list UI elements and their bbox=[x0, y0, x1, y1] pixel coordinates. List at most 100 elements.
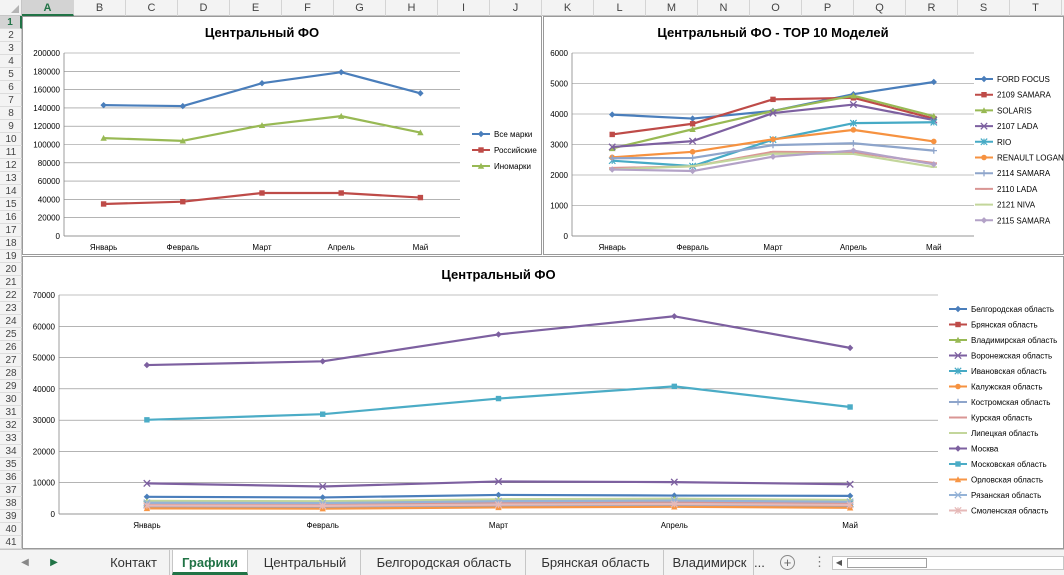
row-header-38[interactable]: 38 bbox=[0, 497, 22, 510]
column-header-p[interactable]: P bbox=[802, 0, 854, 16]
data-point bbox=[338, 190, 344, 196]
legend-entry: Московская область bbox=[949, 460, 1047, 469]
row-header-25[interactable]: 25 bbox=[0, 328, 22, 341]
sheet-tab-3[interactable]: Белгородская область bbox=[363, 550, 526, 575]
grid-area[interactable]: Центральный ФО 0 20000 40000 60000 80000 10000… bbox=[22, 16, 1064, 549]
row-header-29[interactable]: 29 bbox=[0, 380, 22, 393]
row-header-4[interactable]: 4 bbox=[0, 55, 22, 68]
row-header-36[interactable]: 36 bbox=[0, 471, 22, 484]
row-header-24[interactable]: 24 bbox=[0, 315, 22, 328]
sheet-tab-5[interactable]: Владимирск bbox=[666, 550, 754, 575]
data-point bbox=[319, 502, 327, 510]
row-header-20[interactable]: 20 bbox=[0, 263, 22, 276]
vertical-ellipsis-icon[interactable]: ⋮ bbox=[813, 554, 826, 569]
row-header-33[interactable]: 33 bbox=[0, 432, 22, 445]
column-header-j[interactable]: J bbox=[490, 0, 542, 16]
row-header-41[interactable]: 41 bbox=[0, 536, 22, 549]
series-line bbox=[103, 115, 421, 142]
legend-label: 2121 NIVA bbox=[997, 201, 1036, 210]
row-header-19[interactable]: 19 bbox=[0, 250, 22, 263]
row-header-30[interactable]: 30 bbox=[0, 393, 22, 406]
column-header-d[interactable]: D bbox=[178, 0, 230, 16]
row-header-15[interactable]: 15 bbox=[0, 198, 22, 211]
legend-entry: Брянская область bbox=[949, 321, 1038, 330]
more-tabs-indicator[interactable]: ... bbox=[754, 555, 765, 570]
column-header-e[interactable]: E bbox=[230, 0, 282, 16]
data-point bbox=[608, 143, 616, 151]
row-header-31[interactable]: 31 bbox=[0, 406, 22, 419]
sheet-tab-0[interactable]: Контакт bbox=[98, 550, 170, 575]
row-header-8[interactable]: 8 bbox=[0, 107, 22, 120]
horizontal-scrollbar[interactable]: ◀ bbox=[832, 556, 1064, 570]
row-header-14[interactable]: 14 bbox=[0, 185, 22, 198]
row-header-13[interactable]: 13 bbox=[0, 172, 22, 185]
y-tick-label: 0 bbox=[56, 232, 61, 241]
tab-scroll-right-icon[interactable]: ▶ bbox=[50, 557, 58, 568]
row-header-40[interactable]: 40 bbox=[0, 523, 22, 536]
column-header-a[interactable]: A bbox=[22, 0, 74, 16]
sheet-tab-2[interactable]: Центральный bbox=[250, 550, 361, 575]
row-header-11[interactable]: 11 bbox=[0, 146, 22, 159]
row-header-16[interactable]: 16 bbox=[0, 211, 22, 224]
data-point bbox=[100, 101, 107, 109]
column-header-m[interactable]: M bbox=[646, 0, 698, 16]
column-header-q[interactable]: Q bbox=[854, 0, 906, 16]
column-header-t[interactable]: T bbox=[1010, 0, 1062, 16]
legend-marker bbox=[955, 461, 961, 467]
row-header-10[interactable]: 10 bbox=[0, 133, 22, 146]
row-header-21[interactable]: 21 bbox=[0, 276, 22, 289]
data-point bbox=[100, 134, 107, 141]
row-header-12[interactable]: 12 bbox=[0, 159, 22, 172]
y-tick-label: 70000 bbox=[33, 291, 56, 300]
column-header-l[interactable]: L bbox=[594, 0, 646, 16]
plus-circle-icon[interactable]: + bbox=[780, 555, 795, 570]
column-header-o[interactable]: O bbox=[750, 0, 802, 16]
column-header-c[interactable]: C bbox=[126, 0, 178, 16]
data-point bbox=[769, 109, 777, 117]
column-header-g[interactable]: G bbox=[334, 0, 386, 16]
sheet-tab-1[interactable]: Графики bbox=[172, 550, 248, 575]
select-all-corner[interactable] bbox=[0, 0, 22, 16]
row-header-18[interactable]: 18 bbox=[0, 237, 22, 250]
column-header-n[interactable]: N bbox=[698, 0, 750, 16]
row-header-39[interactable]: 39 bbox=[0, 510, 22, 523]
row-header-34[interactable]: 34 bbox=[0, 445, 22, 458]
column-header-s[interactable]: S bbox=[958, 0, 1010, 16]
row-header-27[interactable]: 27 bbox=[0, 354, 22, 367]
row-header-7[interactable]: 7 bbox=[0, 94, 22, 107]
column-header-k[interactable]: K bbox=[542, 0, 594, 16]
row-header-1[interactable]: 1 bbox=[0, 16, 22, 29]
data-point bbox=[850, 92, 857, 99]
column-header-i[interactable]: I bbox=[438, 0, 490, 16]
tab-scroll-left-icon[interactable]: ◀ bbox=[21, 557, 29, 568]
row-header-9[interactable]: 9 bbox=[0, 120, 22, 133]
chart-top10-models[interactable]: Центральный ФО - TOP 10 Моделей 0 1000 2000… bbox=[543, 16, 1064, 255]
row-header-5[interactable]: 5 bbox=[0, 68, 22, 81]
row-header-6[interactable]: 6 bbox=[0, 81, 22, 94]
column-header-b[interactable]: B bbox=[74, 0, 126, 16]
column-header-h[interactable]: H bbox=[386, 0, 438, 16]
scroll-thumb[interactable] bbox=[847, 558, 927, 568]
chart-regions[interactable]: Центральный ФО 0 10000 20000 30000 40000 50000… bbox=[22, 256, 1064, 549]
row-header-26[interactable]: 26 bbox=[0, 341, 22, 354]
sheet-tab-4[interactable]: Брянская область bbox=[528, 550, 664, 575]
row-header-3[interactable]: 3 bbox=[0, 42, 22, 55]
legend-label: Брянская область bbox=[971, 321, 1038, 330]
legend-entry: RENAULT LOGAN bbox=[975, 154, 1064, 163]
row-header-37[interactable]: 37 bbox=[0, 484, 22, 497]
column-header-r[interactable]: R bbox=[906, 0, 958, 16]
scroll-left-arrow-icon[interactable]: ◀ bbox=[835, 558, 843, 567]
legend-entry: Курская область bbox=[949, 414, 1032, 423]
row-header-23[interactable]: 23 bbox=[0, 302, 22, 315]
row-header-32[interactable]: 32 bbox=[0, 419, 22, 432]
row-header-28[interactable]: 28 bbox=[0, 367, 22, 380]
data-point bbox=[770, 136, 776, 143]
row-header-2[interactable]: 2 bbox=[0, 29, 22, 42]
row-header-17[interactable]: 17 bbox=[0, 224, 22, 237]
y-tick-label: 30000 bbox=[33, 416, 56, 425]
chart-total-by-brand[interactable]: Центральный ФО 0 20000 40000 60000 80000 10000… bbox=[22, 16, 542, 255]
row-header-35[interactable]: 35 bbox=[0, 458, 22, 471]
column-header-f[interactable]: F bbox=[282, 0, 334, 16]
row-header-22[interactable]: 22 bbox=[0, 289, 22, 302]
